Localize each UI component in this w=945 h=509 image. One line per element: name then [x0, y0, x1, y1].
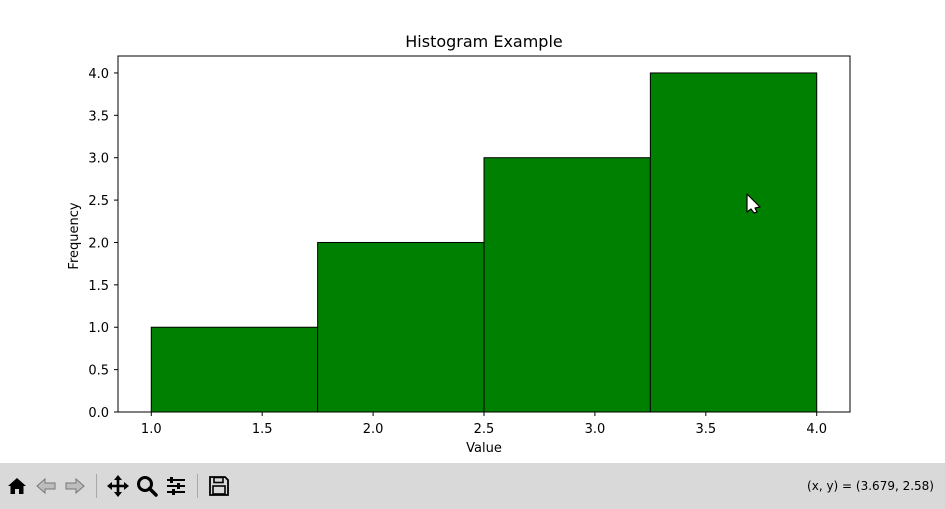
save-button[interactable] — [206, 471, 232, 501]
y-tick-label: 0.5 — [88, 364, 109, 379]
zoom-button[interactable] — [134, 471, 160, 501]
configure-subplots-button[interactable] — [163, 471, 189, 501]
figure-canvas[interactable]: Histogram Example 1.0 1.5 2.0 2.5 3.0 3.5 4.0 … — [0, 0, 945, 463]
home-button[interactable] — [4, 471, 30, 501]
x-tick-label: 1.5 — [252, 422, 273, 437]
x-tick-label: 3.0 — [585, 422, 606, 437]
y-tick-label: 3.5 — [88, 109, 109, 124]
histogram-bar-4 — [649, 72, 818, 413]
x-tick-label: 1.0 — [141, 422, 162, 437]
x-axis-label: Value — [466, 441, 502, 456]
home-icon — [8, 478, 26, 494]
y-tick-label: 3.0 — [88, 152, 109, 167]
sliders-icon — [167, 477, 185, 495]
arrow-right-icon — [65, 477, 85, 495]
bars-layer — [150, 72, 818, 413]
histogram-bar-2 — [317, 241, 485, 413]
navigation-toolbar: (x, y) = (3.679, 2.58) — [0, 463, 945, 509]
forward-button[interactable] — [62, 471, 88, 501]
back-button[interactable] — [33, 471, 59, 501]
toolbar-separator — [96, 474, 97, 498]
x-tick-label: 2.0 — [363, 422, 384, 437]
y-tick-label: 4.0 — [88, 67, 109, 82]
y-tick-label: 2.5 — [88, 194, 109, 209]
x-tick-label: 4.0 — [806, 422, 827, 437]
y-axis-ticks: 0.0 0.5 1.0 1.5 2.0 2.5 3.0 3.5 4.0 — [88, 67, 118, 421]
toolbar-separator — [197, 474, 198, 498]
y-axis-label: Frequency — [67, 202, 82, 269]
y-tick-label: 1.5 — [88, 279, 109, 294]
magnifier-icon — [137, 476, 158, 497]
histogram-chart: Histogram Example 1.0 1.5 2.0 2.5 3.0 3.5 4.0 … — [67, 32, 851, 456]
move-icon — [107, 475, 129, 497]
x-axis-ticks: 1.0 1.5 2.0 2.5 3.0 3.5 4.0 — [141, 412, 827, 437]
chart-title: Histogram Example — [405, 32, 563, 51]
pan-button[interactable] — [105, 471, 131, 501]
histogram-bar-1 — [150, 326, 319, 413]
cursor-coordinates-readout: (x, y) = (3.679, 2.58) — [807, 479, 934, 493]
x-tick-label: 2.5 — [474, 422, 495, 437]
floppy-disk-icon — [209, 476, 229, 496]
y-tick-label: 1.0 — [88, 321, 109, 336]
arrow-left-icon — [36, 477, 56, 495]
x-tick-label: 3.5 — [695, 422, 716, 437]
y-tick-label: 0.0 — [88, 406, 109, 421]
histogram-bar-3 — [483, 157, 651, 413]
y-tick-label: 2.0 — [88, 236, 109, 251]
mouse-cursor-icon — [746, 193, 761, 214]
